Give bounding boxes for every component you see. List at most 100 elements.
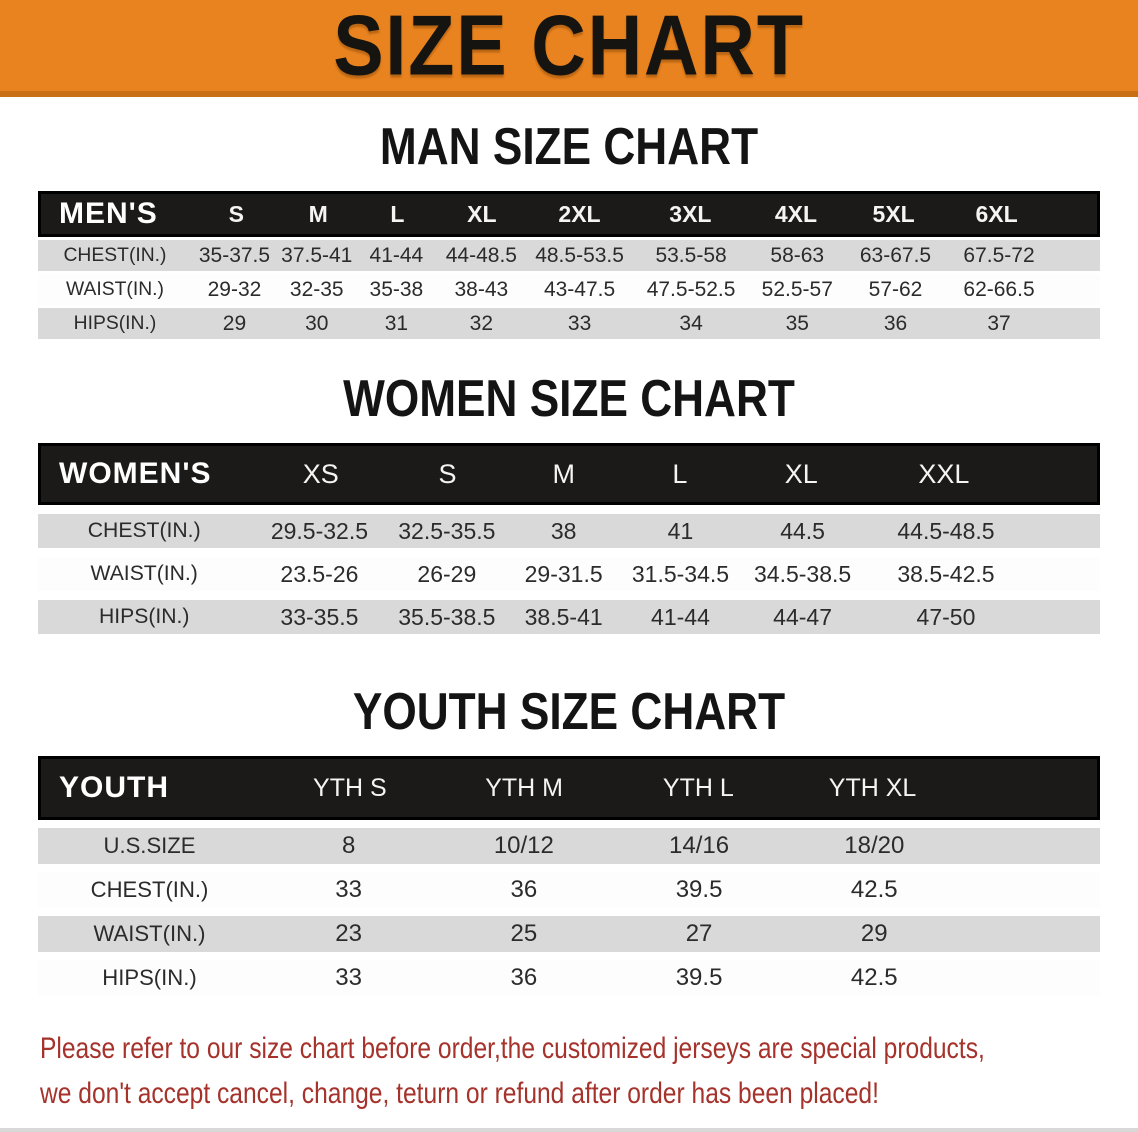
men-section: MAN SIZE CHART MEN'S S M L XL 2XL 3XL 4X… — [0, 121, 1138, 339]
column-header: 4XL — [774, 200, 818, 227]
footnote: Please refer to our size chart before or… — [40, 1026, 1138, 1116]
cell: 42.5 — [850, 876, 898, 903]
cell: 29 — [860, 920, 888, 947]
cell: 38.5-41 — [524, 603, 603, 630]
cell: 34.5-38.5 — [753, 560, 852, 587]
women-section: WOMEN SIZE CHART WOMEN'S XS S M L XL XXL… — [0, 373, 1138, 634]
cell: 63-67.5 — [859, 243, 932, 267]
cell: 41-44 — [369, 243, 424, 267]
cell: 33 — [335, 964, 362, 991]
column-header: 5XL — [872, 200, 915, 227]
column-header: 6XL — [975, 200, 1018, 227]
banner: SIZE CHART — [0, 0, 1138, 97]
cell: 26-29 — [417, 560, 477, 587]
cell: 36 — [883, 311, 908, 335]
table-row: U.S.SIZE 8 10/12 14/16 18/20 — [38, 828, 1100, 864]
bottom-divider — [0, 1128, 1138, 1132]
cell: 37.5-41 — [281, 243, 353, 267]
cell: 31 — [384, 311, 409, 335]
column-header: YTH S — [313, 773, 387, 802]
column-header: 2XL — [558, 200, 601, 227]
cell: 44-47 — [773, 603, 832, 630]
cell: 29.5-32.5 — [270, 517, 369, 544]
cell: 33-35.5 — [280, 603, 359, 630]
cell: 41-44 — [651, 603, 710, 630]
cell: 57-62 — [868, 277, 923, 301]
women-table-header: WOMEN'S XS S M L XL XXL — [38, 443, 1100, 505]
column-header: YTH XL — [828, 773, 917, 802]
cell: 29-31.5 — [524, 560, 603, 587]
cell: 31.5-34.5 — [631, 560, 730, 587]
cell: 23.5-26 — [280, 560, 359, 587]
women-corner-label: WOMEN'S — [59, 457, 212, 490]
column-header: S — [438, 458, 457, 489]
cell: 47.5-52.5 — [646, 277, 736, 301]
banner-title: SIZE CHART — [333, 0, 805, 93]
cell: 33 — [567, 311, 592, 335]
cell: 32-35 — [289, 277, 344, 301]
column-header: YTH L — [662, 773, 734, 802]
footnote-line: we don't accept cancel, change, teturn o… — [40, 1077, 879, 1110]
cell: 32 — [469, 311, 494, 335]
cell: 35 — [785, 311, 809, 335]
cell: 27 — [685, 920, 713, 947]
column-header: XS — [302, 458, 339, 489]
row-label: HIPS(IN.) — [73, 312, 157, 334]
column-header: L — [672, 458, 688, 489]
men-corner-label: MEN'S — [59, 197, 158, 230]
cell: 39.5 — [675, 964, 723, 991]
row-label: HIPS(IN.) — [102, 965, 197, 990]
row-label: WAIST(IN.) — [90, 562, 198, 585]
cell: 35-37.5 — [198, 243, 271, 267]
cell: 62-66.5 — [963, 277, 1035, 301]
column-header: XL — [784, 458, 818, 489]
cell: 29-32 — [207, 277, 262, 301]
table-row: CHEST(IN.) 35-37.5 37.5-41 41-44 44-48.5… — [38, 240, 1100, 271]
column-header: YTH M — [485, 773, 563, 802]
youth-size-table: YOUTH YTH S YTH M YTH L YTH XL U.S.SIZE … — [38, 756, 1100, 996]
cell: 34 — [679, 311, 703, 335]
row-label: U.S.SIZE — [103, 833, 196, 858]
youth-corner-label: YOUTH — [59, 771, 169, 804]
cell: 30 — [305, 311, 329, 335]
cell: 47-50 — [916, 603, 976, 630]
row-label: CHEST(IN.) — [87, 519, 201, 542]
cell: 44-48.5 — [445, 243, 517, 267]
cell: 23 — [335, 920, 362, 947]
cell: 36 — [510, 964, 538, 991]
cell: 39.5 — [675, 876, 723, 903]
table-row: WAIST(IN.) 23.5-26 26-29 29-31.5 31.5-34… — [38, 557, 1100, 591]
footnote-line: Please refer to our size chart before or… — [40, 1032, 985, 1065]
cell: 18/20 — [844, 832, 905, 859]
cell: 53.5-58 — [655, 243, 727, 267]
table-row: HIPS(IN.) 29 30 31 32 33 34 35 36 37 — [38, 308, 1100, 339]
table-row: HIPS(IN.) 33-35.5 35.5-38.5 38.5-41 41-4… — [38, 600, 1100, 634]
cell: 48.5-53.5 — [535, 243, 624, 267]
column-header: M — [552, 458, 575, 489]
cell: 10/12 — [493, 832, 554, 859]
column-header: S — [228, 200, 245, 227]
men-table-header: MEN'S S M L XL 2XL 3XL 4XL 5XL 6XL — [38, 191, 1100, 237]
cell: 33 — [335, 876, 362, 903]
cell: 41 — [667, 517, 694, 544]
row-label: HIPS(IN.) — [98, 605, 190, 628]
cell: 29 — [222, 311, 247, 335]
cell: 35.5-38.5 — [398, 603, 496, 630]
cell: 37 — [987, 311, 1011, 335]
row-label: WAIST(IN.) — [93, 921, 206, 946]
cell: 25 — [510, 920, 538, 947]
row-label: CHEST(IN.) — [90, 877, 209, 902]
cell: 44.5 — [780, 517, 825, 544]
cell: 14/16 — [669, 832, 730, 859]
table-row: CHEST(IN.) 29.5-32.5 32.5-35.5 38 41 44.… — [38, 514, 1100, 548]
men-section-title: MAN SIZE CHART — [379, 118, 759, 176]
column-header: M — [308, 200, 328, 227]
column-header: L — [390, 200, 405, 227]
cell: 67.5-72 — [963, 243, 1035, 267]
cell: 8 — [341, 832, 356, 859]
cell: 38.5-42.5 — [897, 560, 995, 587]
cell: 38-43 — [454, 277, 509, 301]
cell: 58-63 — [770, 243, 825, 267]
men-size-table: MEN'S S M L XL 2XL 3XL 4XL 5XL 6XL CHEST… — [38, 191, 1100, 339]
